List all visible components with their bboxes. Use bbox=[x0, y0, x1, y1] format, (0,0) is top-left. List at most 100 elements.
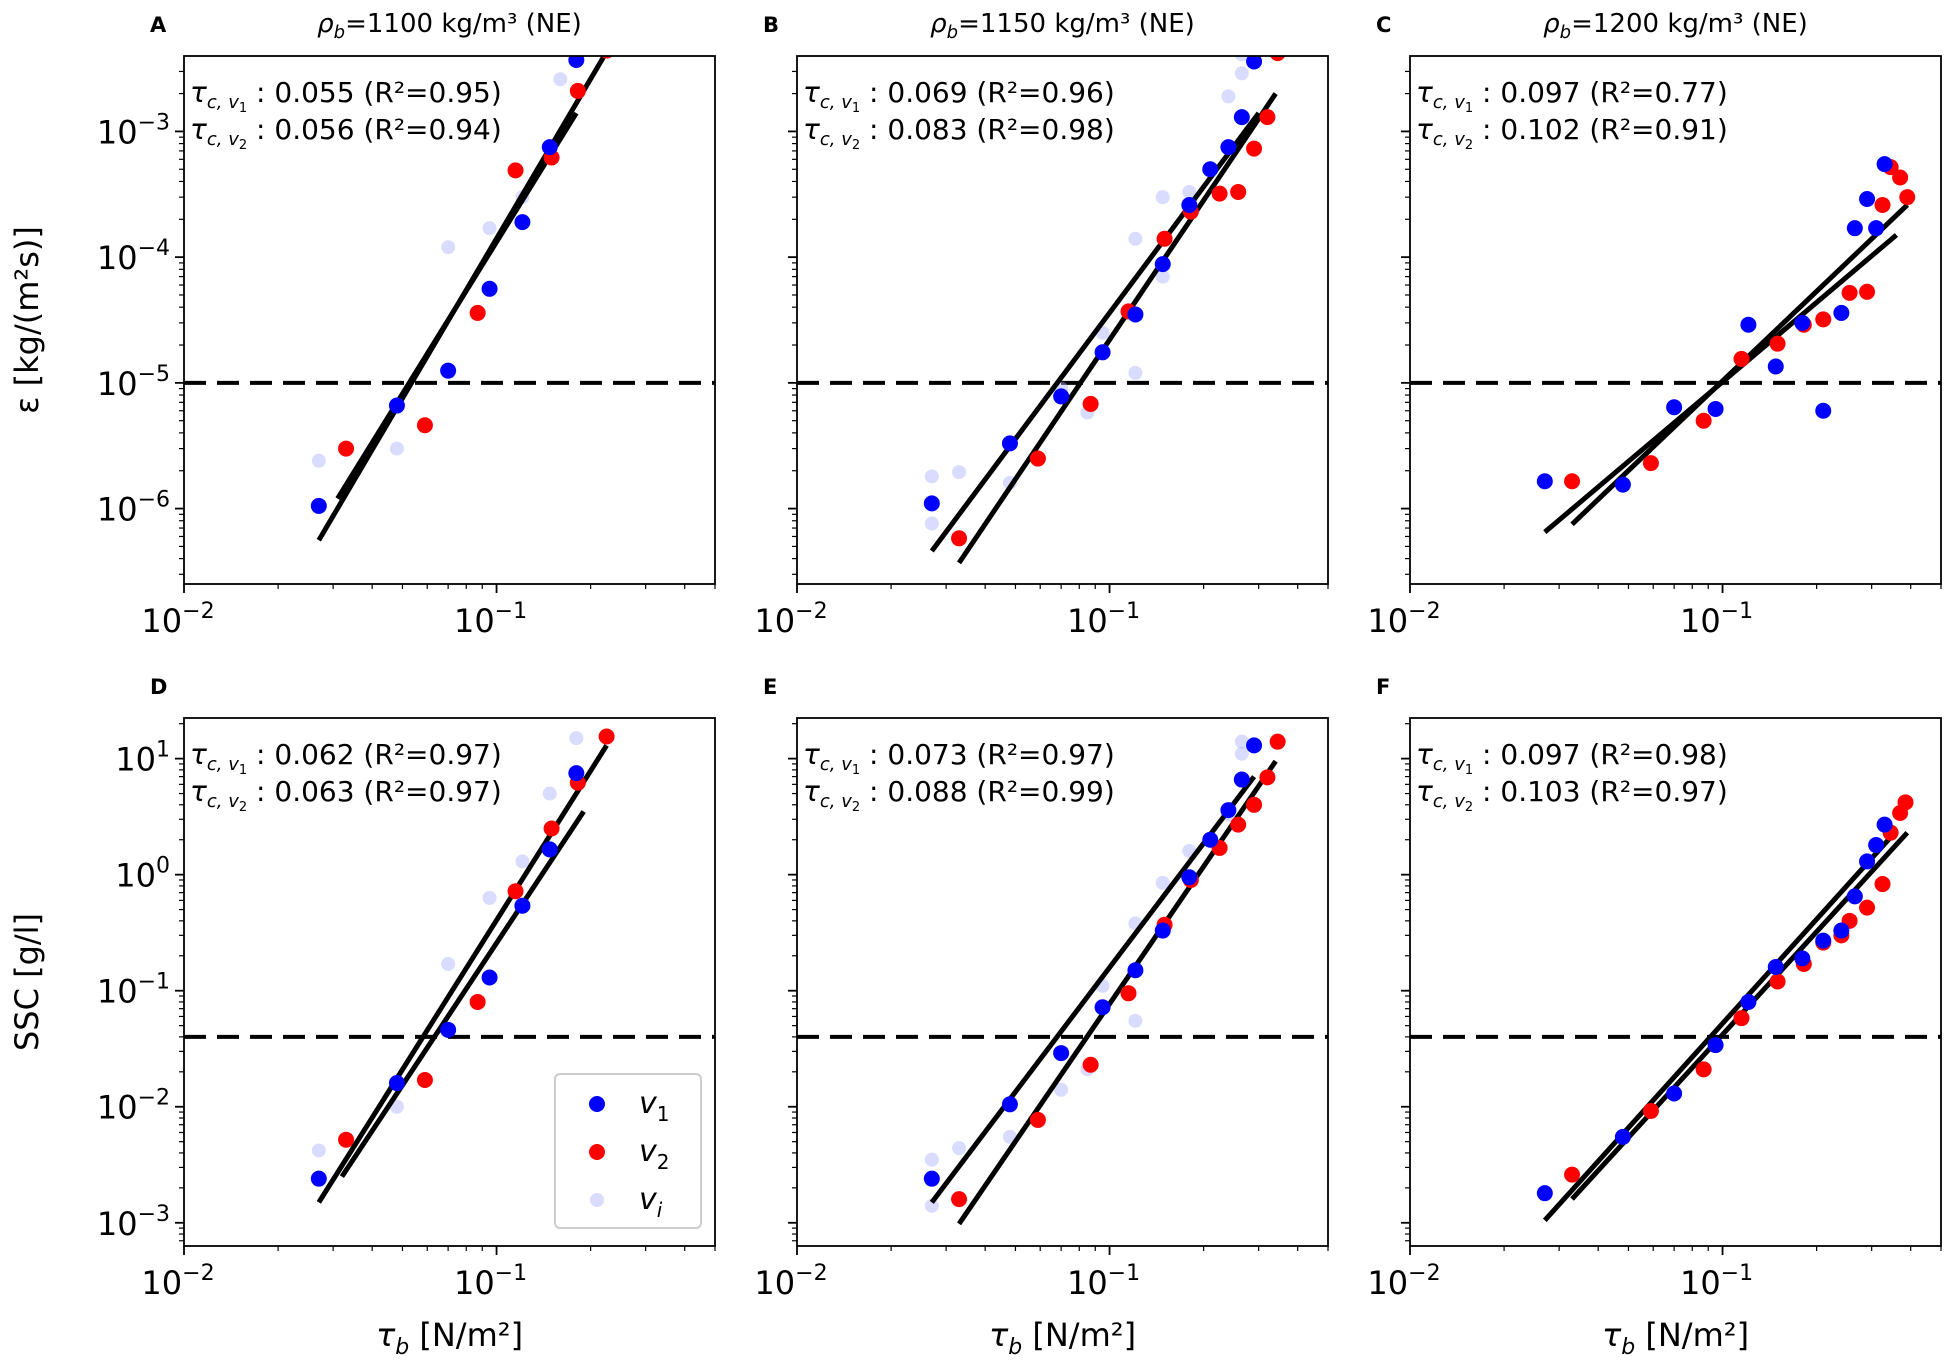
panel-e: E 10−2 10−1 τc, v1 : 0.073 (R²=0.97)τc, v2 … bbox=[754, 675, 1329, 1360]
v2-point bbox=[1642, 1102, 1659, 1119]
v2-point bbox=[1874, 876, 1891, 893]
v1-point bbox=[388, 1075, 405, 1092]
v1-point bbox=[1246, 56, 1263, 70]
vi-point bbox=[1234, 746, 1249, 761]
v1-point bbox=[568, 56, 585, 68]
axes-frame bbox=[1409, 55, 1942, 585]
axes-frame bbox=[796, 55, 1329, 585]
v1-point bbox=[541, 139, 558, 156]
legend-marker-v1 bbox=[589, 1096, 605, 1112]
legend-label-v2: v2 bbox=[639, 1134, 670, 1174]
v2-point bbox=[1082, 395, 1099, 412]
v1-point bbox=[481, 280, 498, 297]
legend: v1 v2 vi bbox=[554, 1073, 702, 1229]
vi-point bbox=[1234, 66, 1249, 81]
x-tick-label: 10−1 bbox=[454, 599, 527, 640]
x-tick-label: 10−2 bbox=[141, 599, 214, 640]
panel-letter: A bbox=[150, 13, 167, 37]
y-tick-label: 10−1 bbox=[97, 970, 170, 1011]
tau-annotation: τc, v1 : 0.069 (R²=0.96) bbox=[803, 76, 1115, 116]
legend-label-vi: vi bbox=[639, 1182, 663, 1222]
v2-point bbox=[1892, 169, 1909, 186]
v1-point bbox=[1846, 888, 1863, 905]
x-axis-label: τb [N/m²] bbox=[1602, 1316, 1749, 1360]
v1-point bbox=[1154, 256, 1171, 273]
v2-point bbox=[543, 820, 560, 837]
panel-letter: F bbox=[1376, 675, 1390, 699]
vi-point bbox=[441, 240, 456, 255]
x-tick-label: 10−2 bbox=[1367, 1261, 1440, 1302]
v2-point bbox=[598, 728, 615, 745]
x-tick-label: 10−1 bbox=[1680, 599, 1753, 640]
vi-point bbox=[924, 469, 939, 484]
tau-annotation: τc, v1 : 0.062 (R²=0.97) bbox=[190, 738, 502, 778]
v1-point bbox=[1220, 802, 1237, 819]
v2-point bbox=[1246, 140, 1263, 157]
v1-point bbox=[1094, 344, 1111, 361]
vi-point bbox=[1234, 734, 1249, 749]
vi-point bbox=[1182, 184, 1197, 199]
v1-point bbox=[1815, 932, 1832, 949]
v1-point bbox=[1536, 473, 1553, 490]
y-tick-label: 100 bbox=[115, 854, 170, 895]
plot-area bbox=[1410, 156, 1941, 535]
tau-annotation: τc, v2 : 0.083 (R²=0.98) bbox=[803, 113, 1115, 153]
axes-frame bbox=[183, 55, 716, 585]
v1-point bbox=[440, 1021, 457, 1038]
y-tick-label: 10−4 bbox=[97, 236, 170, 277]
panel-d: D 10−2 10−1 10−3 10−2 10−1 100 101 τc, v1 : 0.06… bbox=[8, 675, 716, 1360]
vi-point bbox=[1128, 1013, 1143, 1028]
fit-line-v2 bbox=[335, 111, 579, 500]
v1-point bbox=[1833, 922, 1850, 939]
v1-point bbox=[923, 1170, 940, 1187]
v1-point bbox=[1833, 304, 1850, 321]
vi-point bbox=[482, 221, 497, 236]
v1-point bbox=[1053, 388, 1070, 405]
panel-letter: E bbox=[763, 675, 777, 699]
v2-point bbox=[469, 993, 486, 1010]
plot-area bbox=[184, 56, 715, 542]
v1-point bbox=[1536, 1185, 1553, 1202]
v1-point bbox=[481, 969, 498, 986]
v2-point bbox=[1815, 311, 1832, 328]
v2-point bbox=[1769, 973, 1786, 990]
vi-point bbox=[1235, 56, 1249, 62]
v1-point bbox=[1053, 1045, 1070, 1062]
vi-point bbox=[1054, 1082, 1069, 1097]
v2-point bbox=[1082, 1056, 1099, 1073]
y-axis-label: ε [kg/(m²s)] bbox=[8, 226, 46, 414]
v2-point bbox=[1695, 1061, 1712, 1078]
vi-point bbox=[482, 890, 497, 905]
tau-annotation: τc, v2 : 0.088 (R²=0.99) bbox=[803, 775, 1115, 815]
tau-annotation: τc, v2 : 0.102 (R²=0.91) bbox=[1416, 113, 1728, 153]
x-tick-label: 10−2 bbox=[1367, 599, 1440, 640]
v2-point bbox=[1769, 335, 1786, 352]
plot-area bbox=[184, 728, 715, 1204]
v1-point bbox=[1181, 196, 1198, 213]
v1-point bbox=[440, 362, 457, 379]
plot-area bbox=[797, 56, 1328, 565]
y-tick-label: 10−5 bbox=[97, 362, 170, 403]
v2-point bbox=[1120, 985, 1137, 1002]
fit-line-v1 bbox=[929, 111, 1261, 553]
v2-point bbox=[1899, 189, 1916, 206]
v1-point bbox=[1614, 1128, 1631, 1145]
vi-point bbox=[1128, 231, 1143, 246]
v2-point bbox=[338, 440, 355, 457]
v1-point bbox=[514, 897, 531, 914]
v2-point bbox=[416, 417, 433, 434]
x-axis-label: τb [N/m²] bbox=[376, 1316, 523, 1360]
vi-point bbox=[1155, 269, 1170, 284]
v2-point bbox=[1733, 1010, 1750, 1027]
tau-annotation: τc, v1 : 0.097 (R²=0.98) bbox=[1416, 738, 1728, 778]
v1-point bbox=[541, 841, 558, 858]
v2-point bbox=[1246, 796, 1263, 813]
tau-annotation: τc, v1 : 0.073 (R²=0.97) bbox=[803, 738, 1115, 778]
y-tick-label: 10−3 bbox=[97, 110, 170, 151]
column-title: ρb=1200 kg/m³ (NE) bbox=[1543, 9, 1808, 43]
fit-line-v1 bbox=[1542, 835, 1893, 1223]
vi-point bbox=[542, 786, 557, 801]
v2-point bbox=[1029, 450, 1046, 467]
vi-point bbox=[553, 72, 568, 87]
